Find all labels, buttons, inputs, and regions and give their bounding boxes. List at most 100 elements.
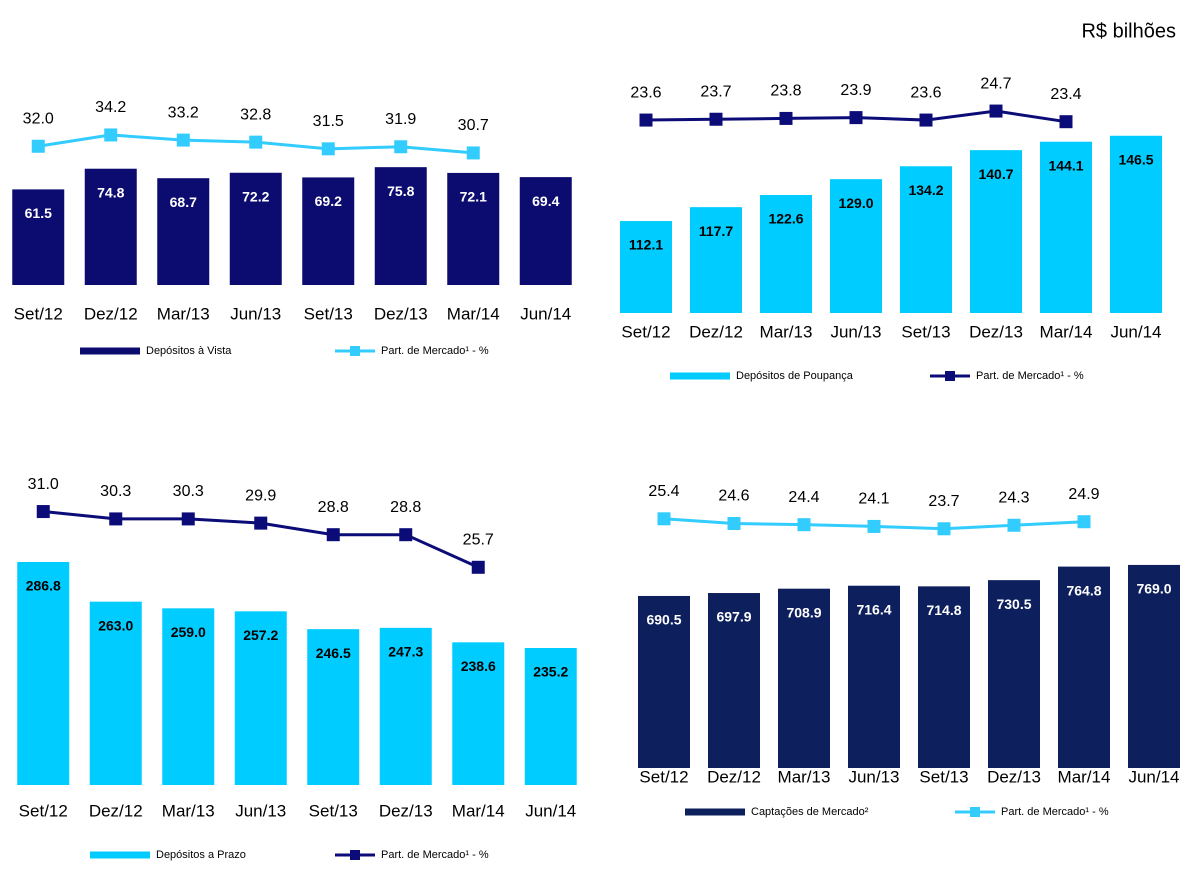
x-tick-label: Mar/13 xyxy=(157,304,210,323)
line-value-label: 24.3 xyxy=(998,489,1029,506)
line-marker xyxy=(709,112,723,126)
legend-label: Depósitos a Prazo xyxy=(156,849,246,861)
x-tick-label: Dez/13 xyxy=(379,801,433,820)
line-value-label: 28.8 xyxy=(318,499,349,516)
x-tick-label: Dez/12 xyxy=(707,767,761,786)
bar xyxy=(302,177,355,285)
x-tick-label: Mar/14 xyxy=(447,304,500,323)
bar-value-label: 769.0 xyxy=(1136,581,1171,597)
bar-value-label: 68.7 xyxy=(170,194,197,210)
line-value-label: 30.3 xyxy=(173,483,204,500)
legend-label: Part. de Mercado¹ - % xyxy=(381,849,489,861)
line-marker xyxy=(989,104,1003,118)
x-tick-label: Dez/13 xyxy=(374,304,428,323)
line-marker xyxy=(1007,518,1021,532)
bar xyxy=(988,580,1040,768)
bar-value-label: 72.1 xyxy=(460,189,487,205)
bar-value-label: 259.0 xyxy=(171,624,206,640)
legend-swatch xyxy=(945,371,955,381)
x-tick-label: Jun/14 xyxy=(1110,322,1161,341)
bar xyxy=(447,172,500,285)
x-tick-label: Jun/14 xyxy=(1128,767,1179,786)
x-tick-label: Mar/13 xyxy=(162,801,215,820)
bar-value-label: 697.9 xyxy=(716,609,751,625)
x-tick-label: Dez/13 xyxy=(987,767,1041,786)
bar xyxy=(620,221,672,313)
bar-value-label: 72.2 xyxy=(242,188,269,204)
line-marker xyxy=(639,113,653,127)
legend-label: Part. de Mercado¹ - % xyxy=(976,370,1084,382)
bar xyxy=(690,207,742,313)
bar-value-label: 708.9 xyxy=(786,604,821,620)
bar xyxy=(17,562,70,785)
bar xyxy=(638,595,690,768)
bar xyxy=(89,601,142,785)
bar-value-label: 75.8 xyxy=(387,183,414,199)
line-marker xyxy=(181,512,195,526)
legend-swatch xyxy=(350,346,360,356)
bar-value-label: 263.0 xyxy=(98,617,133,633)
legend-label: Depósitos à Vista xyxy=(146,345,232,357)
bar xyxy=(229,172,282,285)
line-marker xyxy=(249,135,263,149)
line-marker xyxy=(466,146,480,160)
line-value-label: 34.2 xyxy=(95,99,126,116)
bar xyxy=(157,178,210,285)
x-tick-label: Dez/12 xyxy=(689,322,743,341)
line-value-label: 23.8 xyxy=(770,83,801,100)
bar xyxy=(970,150,1022,313)
x-tick-label: Set/12 xyxy=(639,767,688,786)
bar xyxy=(778,588,830,768)
line-marker xyxy=(254,516,268,530)
legend-label: Captações de Mercado² xyxy=(751,806,869,818)
bar xyxy=(1040,141,1092,313)
bar-value-label: 764.8 xyxy=(1066,582,1101,598)
line-value-label: 24.6 xyxy=(718,488,749,505)
line-marker xyxy=(1059,115,1073,129)
bar-value-label: 69.4 xyxy=(532,193,559,209)
bar xyxy=(918,586,970,768)
line-marker xyxy=(326,528,340,542)
bar xyxy=(830,179,882,313)
line-value-label: 28.8 xyxy=(390,499,421,516)
legend-label: Part. de Mercado¹ - % xyxy=(381,345,489,357)
legend-swatch xyxy=(90,851,150,859)
line-marker xyxy=(394,140,408,154)
bar-value-label: 716.4 xyxy=(856,601,891,617)
line-value-label: 25.4 xyxy=(648,483,679,500)
bar-value-label: 69.2 xyxy=(315,193,342,209)
line-marker xyxy=(797,518,811,532)
bar xyxy=(524,648,577,785)
x-tick-label: Jun/14 xyxy=(520,304,571,323)
x-tick-label: Mar/14 xyxy=(1040,322,1093,341)
bar xyxy=(848,585,900,768)
line-value-label: 23.6 xyxy=(630,84,661,101)
bar-value-label: 144.1 xyxy=(1048,157,1083,173)
bar xyxy=(162,608,215,785)
bar xyxy=(374,167,427,285)
line-marker xyxy=(471,560,485,574)
x-tick-label: Set/12 xyxy=(621,322,670,341)
bar-value-label: 286.8 xyxy=(26,578,61,594)
legend-label: Depósitos de Poupança xyxy=(736,370,854,382)
bar xyxy=(519,177,572,285)
line-marker xyxy=(104,128,118,142)
line-marker xyxy=(399,528,413,542)
line-marker xyxy=(176,133,190,147)
bar-value-label: 129.0 xyxy=(838,195,873,211)
x-tick-label: Dez/12 xyxy=(84,304,138,323)
bar-value-label: 238.6 xyxy=(461,658,496,674)
line-marker xyxy=(657,512,671,526)
legend-swatch xyxy=(80,347,140,355)
line-marker xyxy=(937,522,951,536)
line-value-label: 24.1 xyxy=(858,491,889,508)
x-tick-label: Set/13 xyxy=(901,322,950,341)
x-tick-label: Mar/14 xyxy=(452,801,505,820)
bar xyxy=(452,642,505,785)
legend-swatch xyxy=(670,372,730,380)
bar-value-label: 146.5 xyxy=(1118,151,1153,167)
line-value-label: 24.7 xyxy=(980,75,1011,92)
bar xyxy=(379,627,432,785)
line-value-label: 23.6 xyxy=(910,84,941,101)
x-tick-label: Set/13 xyxy=(304,304,353,323)
